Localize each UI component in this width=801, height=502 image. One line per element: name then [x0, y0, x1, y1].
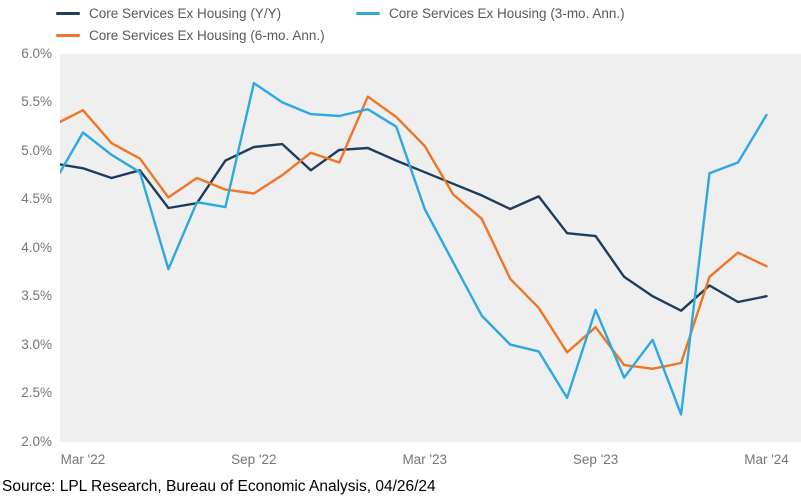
legend-label-3mo: Core Services Ex Housing (3-mo. Ann.) [389, 5, 625, 21]
y-tick-label: 2.5% [21, 385, 52, 401]
legend-item-yy: Core Services Ex Housing (Y/Y) [56, 5, 281, 21]
y-tick-label: 4.0% [21, 239, 52, 255]
legend-swatch-3mo-icon [356, 11, 380, 15]
legend-label-yy: Core Services Ex Housing (Y/Y) [89, 5, 282, 21]
legend-swatch-yy-icon [56, 11, 80, 15]
x-tick-label: Mar '24 [744, 452, 789, 467]
legend-item-3mo: Core Services Ex Housing (3-mo. Ann.) [356, 5, 625, 21]
y-tick-label: 5.0% [21, 142, 52, 158]
y-tick-label: 3.0% [21, 336, 52, 352]
source-text: Source: LPL Research, Bureau of Economic… [2, 478, 436, 495]
series-line [60, 81, 768, 416]
y-tick-label: 5.5% [21, 94, 52, 110]
plot-area [60, 54, 801, 442]
legend-swatch-6mo-icon [56, 33, 80, 37]
x-tick-label: Sep '23 [572, 452, 619, 467]
y-tick-label: 2.0% [21, 433, 52, 449]
x-tick-label: Sep '22 [231, 452, 277, 467]
legend-label-6mo: Core Services Ex Housing (6-mo. Ann.) [89, 27, 325, 43]
series-line [60, 95, 768, 370]
x-tick-label: Mar '23 [402, 452, 448, 467]
legend-item-6mo: Core Services Ex Housing (6-mo. Ann.) [56, 27, 325, 43]
y-tick-label: 3.5% [21, 288, 52, 304]
y-tick-label: 4.5% [21, 191, 52, 207]
y-tick-label: 6.0% [21, 46, 52, 61]
x-tick-label: Mar '22 [60, 452, 106, 467]
